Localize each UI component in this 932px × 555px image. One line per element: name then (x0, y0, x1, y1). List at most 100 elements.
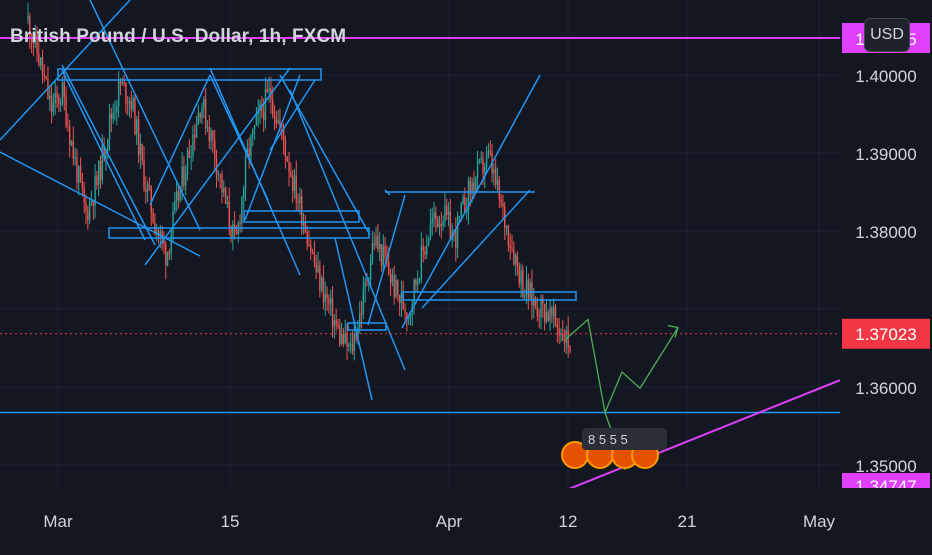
candle (393, 265, 395, 305)
candle-body (204, 99, 207, 128)
candle-body (409, 311, 412, 317)
candle (148, 176, 151, 191)
candle (177, 185, 180, 209)
candle-body (288, 161, 290, 173)
candle-body (208, 127, 210, 142)
candle-body (469, 180, 472, 194)
candle-body (393, 275, 395, 298)
candle-body (369, 261, 372, 280)
candle-body (362, 288, 365, 315)
candle-body (214, 139, 216, 159)
candle-body (297, 201, 299, 204)
candle-body (417, 279, 419, 286)
candle-body (107, 139, 109, 151)
candle-body (27, 15, 29, 21)
candle-body (563, 340, 566, 344)
candle (52, 93, 55, 117)
y-tick-label: 1.39000 (855, 145, 916, 164)
candle-body (177, 191, 180, 200)
candle-body (74, 157, 76, 159)
candle (36, 26, 38, 62)
candle (286, 156, 288, 163)
candle (359, 300, 361, 334)
candle (70, 140, 73, 147)
candle-body (511, 248, 513, 250)
candle (534, 296, 537, 310)
candle-body (507, 225, 510, 246)
candle (41, 49, 44, 84)
candle (139, 133, 142, 169)
candle (415, 278, 417, 292)
candle (226, 195, 229, 209)
candle (462, 193, 464, 206)
candle (514, 252, 517, 276)
candle (185, 165, 187, 196)
candle (549, 300, 551, 331)
candle-body (440, 223, 442, 227)
candle-body (311, 252, 314, 254)
candle (456, 211, 459, 258)
candle-body (277, 120, 279, 124)
candle (94, 163, 96, 219)
candle (88, 197, 91, 225)
candle-body (522, 269, 524, 297)
candle (59, 98, 62, 112)
candle (302, 212, 305, 235)
candle (513, 241, 515, 267)
candle-body (471, 182, 473, 194)
candle (426, 234, 428, 260)
candle-body (134, 97, 136, 135)
candle (380, 243, 383, 272)
currency-button[interactable]: USD (864, 18, 910, 52)
candle-body (378, 244, 381, 250)
trend-line (209, 74, 269, 201)
candle-body (384, 245, 386, 258)
candle (304, 214, 307, 234)
candle (128, 96, 131, 118)
candle (507, 224, 510, 252)
candle-body (398, 295, 401, 303)
candle (264, 77, 267, 129)
candle-body (357, 327, 359, 340)
candle-body (462, 197, 464, 204)
candles (27, 2, 571, 361)
candle (239, 214, 241, 233)
candle-body (174, 200, 176, 212)
candle (331, 286, 334, 338)
candle-body (397, 279, 399, 296)
candle (252, 127, 254, 147)
candle (108, 104, 111, 152)
candle (248, 137, 250, 169)
candle (39, 57, 42, 70)
candle-body (273, 115, 276, 118)
candle (545, 300, 548, 324)
candle (47, 66, 49, 100)
candle (516, 251, 519, 276)
candle-body (291, 176, 294, 191)
candle (235, 224, 238, 236)
candle-body (188, 150, 191, 158)
candle (145, 176, 147, 204)
candle-body (119, 81, 122, 85)
candle-body (32, 41, 35, 44)
candle-body (219, 173, 221, 175)
candle (485, 146, 488, 173)
candle-body (150, 186, 152, 213)
candle (464, 187, 466, 213)
candle-body (68, 126, 71, 146)
candle-body (38, 53, 40, 66)
candle (195, 115, 198, 138)
candle (453, 229, 455, 242)
candle-body (166, 251, 169, 266)
candle-body (460, 203, 462, 217)
candle (371, 231, 374, 265)
candle-body (152, 212, 154, 223)
candle-body (509, 245, 511, 249)
candle-body (90, 201, 93, 203)
candle (83, 181, 85, 214)
candle-body (426, 244, 428, 255)
candle-body (567, 330, 569, 347)
candle (96, 171, 98, 190)
